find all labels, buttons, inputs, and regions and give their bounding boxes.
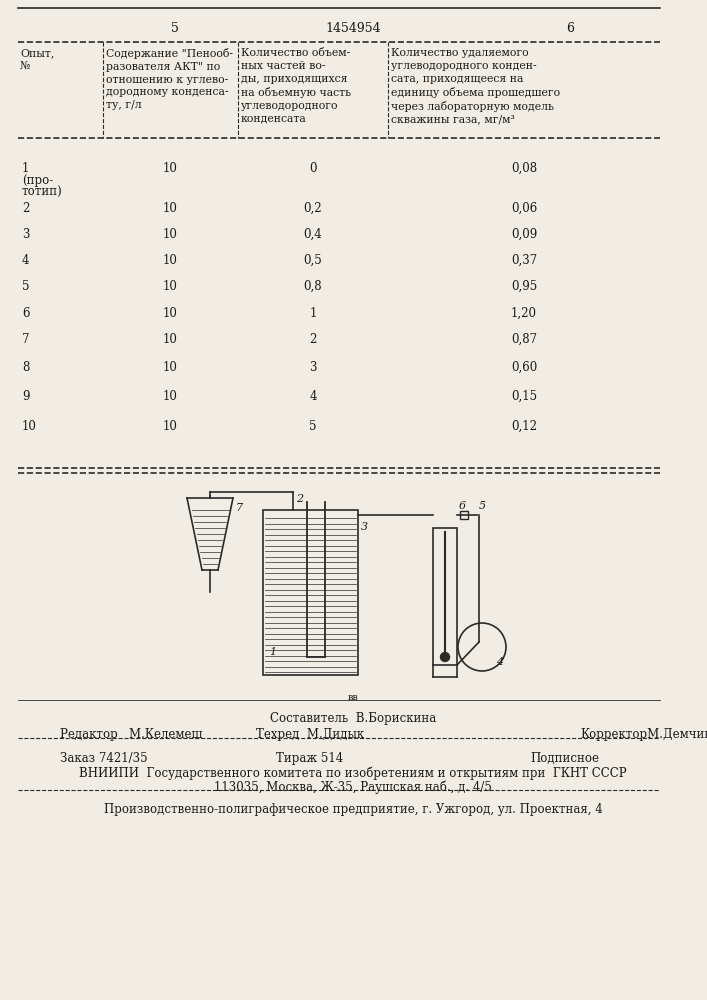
Text: Тираж 514: Тираж 514 xyxy=(276,752,344,765)
Text: 0,8: 0,8 xyxy=(304,280,322,293)
Text: Редактор   М.Келемеш: Редактор М.Келемеш xyxy=(60,728,202,741)
Text: 10: 10 xyxy=(163,333,177,346)
Text: 10: 10 xyxy=(163,228,177,241)
Text: вв: вв xyxy=(348,693,358,702)
Text: 2: 2 xyxy=(296,494,303,504)
Text: 8: 8 xyxy=(22,361,30,374)
Text: 6: 6 xyxy=(22,307,30,320)
Text: 4: 4 xyxy=(309,390,317,403)
Bar xyxy=(460,511,468,519)
Text: 3: 3 xyxy=(309,361,317,374)
Text: 1454954: 1454954 xyxy=(325,21,381,34)
Text: 6: 6 xyxy=(459,501,466,511)
Text: Опыт,
№: Опыт, № xyxy=(20,48,54,71)
Text: Составитель  В.Борискина: Составитель В.Борискина xyxy=(270,712,436,725)
Text: 0,08: 0,08 xyxy=(511,162,537,175)
Text: Содержание "Пенооб-
разователя АКТ" по
отношению к углево-
дородному конденса-
т: Содержание "Пенооб- разователя АКТ" по о… xyxy=(106,48,233,110)
Text: Количество удаляемого
углеводородного конден-
сата, приходящееся на
единицу объе: Количество удаляемого углеводородного ко… xyxy=(391,48,560,125)
Circle shape xyxy=(440,652,450,662)
Text: 10: 10 xyxy=(163,162,177,175)
Text: 4: 4 xyxy=(22,254,30,267)
Text: 0,60: 0,60 xyxy=(511,361,537,374)
Text: 2: 2 xyxy=(22,202,30,215)
Text: 0,09: 0,09 xyxy=(511,228,537,241)
Text: 10: 10 xyxy=(163,307,177,320)
Text: 113035, Москва, Ж-35, Раушская наб., д. 4/5: 113035, Москва, Ж-35, Раушская наб., д. … xyxy=(214,780,492,794)
Text: КорректорМ.Демчик: КорректорМ.Демчик xyxy=(580,728,707,741)
Bar xyxy=(263,510,358,675)
Text: 2: 2 xyxy=(310,333,317,346)
Text: 10: 10 xyxy=(163,202,177,215)
Bar xyxy=(433,528,457,665)
Text: 0,4: 0,4 xyxy=(303,228,322,241)
Text: 0,15: 0,15 xyxy=(511,390,537,403)
Text: 0,87: 0,87 xyxy=(511,333,537,346)
Text: 10: 10 xyxy=(163,254,177,267)
Text: ВНИИПИ  Государственного комитета по изобретениям и открытиям при  ГКНТ СССР: ВНИИПИ Государственного комитета по изоб… xyxy=(79,767,627,780)
Text: Техред  М.Дидык: Техред М.Дидык xyxy=(256,728,364,741)
Text: 9: 9 xyxy=(22,390,30,403)
Text: 7: 7 xyxy=(236,503,243,513)
Text: 0: 0 xyxy=(309,162,317,175)
Text: 10: 10 xyxy=(163,420,177,433)
Text: 3: 3 xyxy=(22,228,30,241)
Text: 5: 5 xyxy=(22,280,30,293)
Text: 1: 1 xyxy=(22,162,30,175)
Text: 10: 10 xyxy=(22,420,37,433)
Text: 10: 10 xyxy=(163,361,177,374)
Text: Подписное: Подписное xyxy=(530,752,599,765)
Text: 5: 5 xyxy=(309,420,317,433)
Text: 10: 10 xyxy=(163,390,177,403)
Text: 5: 5 xyxy=(171,21,179,34)
Text: 0,06: 0,06 xyxy=(511,202,537,215)
Text: 0,95: 0,95 xyxy=(511,280,537,293)
Text: 3: 3 xyxy=(361,522,368,532)
Text: 0,37: 0,37 xyxy=(511,254,537,267)
Text: 1,20: 1,20 xyxy=(511,307,537,320)
Text: 6: 6 xyxy=(566,21,574,34)
Text: тотип): тотип) xyxy=(22,186,63,199)
Text: 0,2: 0,2 xyxy=(304,202,322,215)
Text: Заказ 7421/35: Заказ 7421/35 xyxy=(60,752,148,765)
Text: Производственно-полиграфическое предприятие, г. Ужгород, ул. Проектная, 4: Производственно-полиграфическое предприя… xyxy=(104,803,602,816)
Text: Количество объем-
ных частей во-
ды, приходящихся
на объемную часть
углеводородн: Количество объем- ных частей во- ды, при… xyxy=(241,48,351,123)
Text: 5: 5 xyxy=(479,501,486,511)
Text: 10: 10 xyxy=(163,280,177,293)
Text: 4: 4 xyxy=(496,657,503,667)
Text: (про-: (про- xyxy=(22,174,53,187)
Text: 1: 1 xyxy=(310,307,317,320)
Text: 0,12: 0,12 xyxy=(511,420,537,433)
Text: 7: 7 xyxy=(22,333,30,346)
Text: 0,5: 0,5 xyxy=(303,254,322,267)
Text: 1: 1 xyxy=(269,647,276,657)
